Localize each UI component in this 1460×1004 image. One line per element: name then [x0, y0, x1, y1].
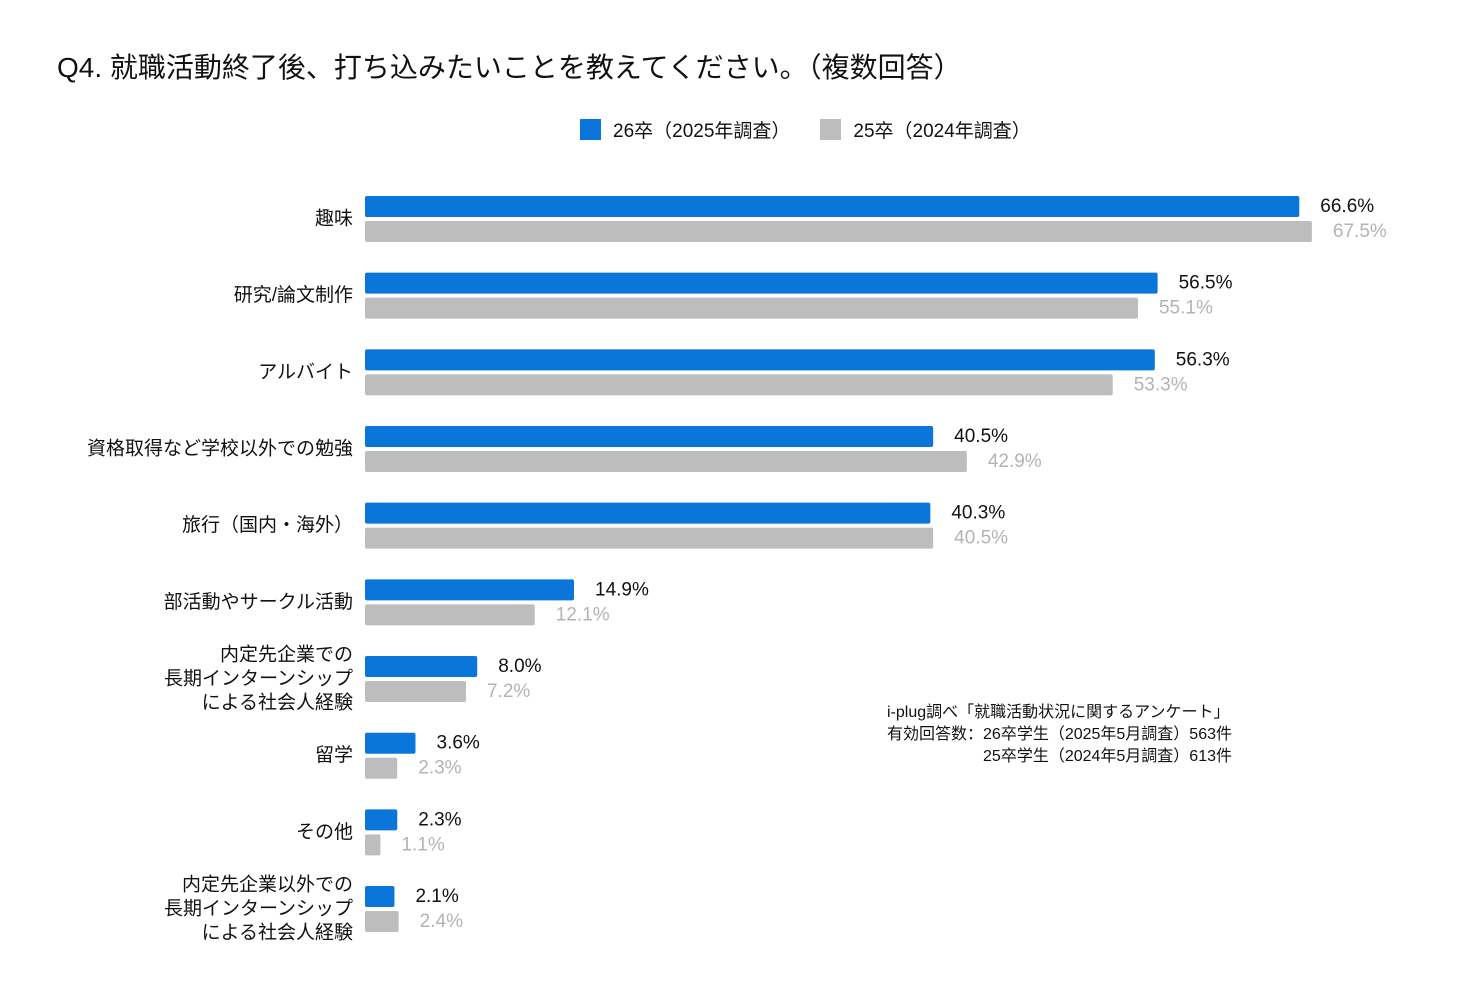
value-label-series-2: 55.1% [1159, 298, 1213, 319]
category-row: 旅行（国内・海外） 40.3% 40.5% [182, 502, 1008, 549]
value-label-series-1: 66.6% [1320, 196, 1374, 217]
category-label: 内定先企業での [220, 644, 353, 666]
category-row: その他 2.3% 1.1% [296, 809, 462, 856]
bar-series-2 [365, 834, 381, 856]
category-label: 内定先企業以外での [182, 874, 353, 896]
bar-series-1 [365, 196, 1300, 217]
value-label-series-1: 3.6% [437, 733, 480, 754]
category-label: 長期インターンシップ [164, 668, 353, 690]
source-note: i-plug調べ「就職活動状況に関するアンケート」 有効回答数： 26卒学生（2… [887, 702, 1232, 768]
value-label-series-1: 2.3% [418, 809, 461, 830]
category-row: 部活動やサークル活動 14.9% 12.1% [164, 579, 649, 626]
value-label-series-2: 12.1% [556, 604, 610, 625]
count-label: 有効回答数： [887, 726, 984, 743]
value-label-series-2: 1.1% [401, 834, 444, 855]
value-label-series-2: 42.9% [988, 451, 1042, 472]
source-line: i-plug調べ「就職活動状況に関するアンケート」 [887, 704, 1230, 721]
category-label: 研究/論文制作 [234, 284, 353, 306]
legend-item-25: 25卒（2024年調査） [820, 116, 1031, 143]
value-label-series-2: 2.3% [418, 758, 461, 779]
bar-series-1 [365, 579, 575, 601]
category-label: 資格取得など学校以外での勉強 [87, 438, 353, 460]
bar-series-1 [365, 272, 1158, 294]
bar-series-1 [365, 886, 395, 908]
category-label: による社会人経験 [202, 692, 353, 714]
value-label-series-2: 2.4% [420, 911, 463, 932]
legend-label-25: 25卒（2024年調査） [853, 121, 1031, 142]
category-row: アルバイト 56.3% 53.3% [258, 349, 1230, 396]
legend-label-26: 26卒（2025年調査） [613, 121, 791, 142]
value-label-series-1: 40.5% [954, 426, 1008, 447]
count-26: 26卒学生（2025年5月調査）563件 [983, 726, 1233, 743]
bar-series-2 [365, 451, 967, 473]
legend-swatch-25 [820, 119, 842, 140]
legend-item-26: 26卒（2025年調査） [580, 116, 790, 143]
value-label-series-2: 7.2% [487, 681, 530, 702]
value-label-series-2: 67.5% [1333, 221, 1387, 242]
count-spacer [887, 746, 983, 768]
legend: 26卒（2025年調査） 25卒（2024年調査） [580, 116, 1061, 143]
value-label-series-1: 8.0% [498, 656, 541, 677]
value-label-series-1: 56.3% [1176, 349, 1230, 370]
category-row: 留学 3.6% 2.3% [315, 732, 480, 779]
category-row: 研究/論文制作 56.5% 55.1% [234, 272, 1233, 319]
category-label: 長期インターンシップ [164, 898, 353, 920]
value-label-series-1: 14.9% [595, 579, 649, 600]
category-row: 趣味 66.6% 67.5% [315, 196, 1387, 242]
count-25: 25卒学生（2024年5月調査）613件 [983, 748, 1233, 765]
bar-series-2 [365, 221, 1312, 242]
bar-series-2 [365, 681, 467, 703]
bar-series-2 [365, 297, 1138, 319]
bar-series-2 [365, 527, 934, 549]
legend-swatch-26 [580, 119, 601, 140]
bar-series-2 [365, 911, 399, 933]
category-label: による社会人経験 [202, 922, 353, 944]
value-label-series-1: 2.1% [415, 886, 458, 907]
bar-series-1 [365, 426, 934, 448]
bar-series-2 [365, 604, 535, 626]
bar-series-2 [365, 757, 398, 779]
value-label-series-1: 40.3% [951, 503, 1005, 524]
category-label: アルバイト [258, 362, 353, 383]
bar-series-1 [365, 502, 931, 524]
category-label: 留学 [315, 744, 353, 766]
value-label-series-2: 53.3% [1134, 374, 1188, 395]
value-label-series-2: 40.5% [954, 528, 1008, 549]
category-row: 資格取得など学校以外での勉強 40.5% 42.9% [87, 426, 1042, 473]
category-label: 旅行（国内・海外） [182, 514, 353, 536]
category-label: 趣味 [315, 208, 353, 230]
bar-series-1 [365, 732, 416, 754]
bar-series-1 [365, 809, 398, 831]
category-label: 部活動やサークル活動 [164, 591, 353, 613]
chart-title: Q4. 就職活動終了後、打ち込みたいことを教えてください。（複数回答） [57, 52, 962, 83]
value-label-series-1: 56.5% [1179, 273, 1233, 294]
category-label: その他 [296, 821, 353, 843]
bar-series-1 [365, 656, 478, 678]
bar-series-1 [365, 349, 1155, 371]
bar-series-2 [365, 374, 1113, 396]
